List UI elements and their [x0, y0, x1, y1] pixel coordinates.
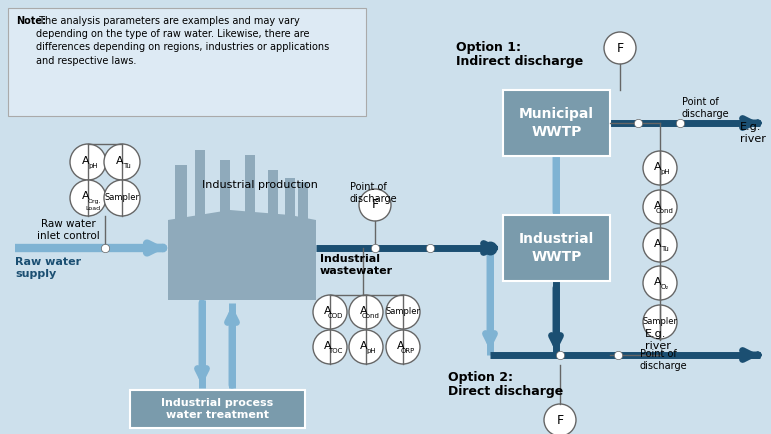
Circle shape — [313, 330, 347, 364]
Circle shape — [386, 295, 420, 329]
Text: pH: pH — [366, 348, 375, 354]
Text: Sampler: Sampler — [642, 318, 678, 326]
Text: A: A — [82, 191, 89, 201]
Text: F: F — [557, 414, 564, 427]
Polygon shape — [168, 210, 316, 222]
Bar — [268, 170, 278, 222]
Text: Load: Load — [86, 206, 100, 210]
Text: COD: COD — [328, 313, 342, 319]
Circle shape — [386, 330, 420, 364]
Text: Option 2:: Option 2: — [448, 372, 513, 385]
Text: Tu: Tu — [123, 163, 131, 169]
Text: F: F — [617, 42, 624, 55]
Text: pH: pH — [88, 163, 98, 169]
Text: A: A — [654, 239, 662, 249]
Circle shape — [349, 330, 383, 364]
Text: Point of
discharge: Point of discharge — [640, 349, 688, 371]
Circle shape — [544, 404, 576, 434]
Text: A: A — [360, 306, 368, 316]
Text: Org.: Org. — [87, 200, 101, 204]
Text: A: A — [360, 341, 368, 351]
Text: A: A — [324, 341, 332, 351]
Text: TOC: TOC — [328, 348, 342, 354]
Text: Cond: Cond — [656, 208, 674, 214]
Text: Point of
discharge: Point of discharge — [350, 182, 398, 204]
FancyBboxPatch shape — [503, 215, 610, 281]
Text: Industrial process
water treatment: Industrial process water treatment — [161, 398, 274, 420]
Circle shape — [70, 144, 106, 180]
Text: A: A — [82, 156, 89, 166]
Text: Tu: Tu — [661, 246, 669, 252]
Text: Industrial production: Industrial production — [202, 180, 318, 190]
Text: Industrial
WWTP: Industrial WWTP — [519, 232, 594, 263]
Circle shape — [643, 228, 677, 262]
Bar — [220, 160, 230, 222]
Text: Cond: Cond — [362, 313, 380, 319]
Circle shape — [313, 295, 347, 329]
Bar — [298, 182, 308, 222]
Bar — [285, 178, 295, 222]
Bar — [245, 155, 255, 222]
Text: Sampler: Sampler — [386, 308, 420, 316]
Circle shape — [643, 151, 677, 185]
Circle shape — [643, 305, 677, 339]
FancyBboxPatch shape — [503, 90, 610, 156]
Text: F: F — [372, 198, 379, 211]
Text: Direct discharge: Direct discharge — [448, 385, 564, 398]
Circle shape — [643, 266, 677, 300]
Circle shape — [643, 190, 677, 224]
Text: A: A — [654, 201, 662, 211]
Circle shape — [604, 32, 636, 64]
Text: A: A — [654, 162, 662, 172]
Circle shape — [104, 144, 140, 180]
Text: Industrial
wastewater: Industrial wastewater — [320, 254, 393, 276]
Text: Note:: Note: — [16, 16, 46, 26]
Circle shape — [349, 295, 383, 329]
Text: Indirect discharge: Indirect discharge — [456, 56, 583, 69]
Text: E.g.
river: E.g. river — [645, 329, 671, 351]
Text: Raw water
inlet control: Raw water inlet control — [37, 219, 99, 241]
Text: E.g.
river: E.g. river — [740, 122, 766, 144]
Text: A: A — [116, 156, 124, 166]
FancyBboxPatch shape — [8, 8, 366, 116]
Text: ORP: ORP — [401, 348, 415, 354]
Text: O₂: O₂ — [661, 284, 669, 290]
Text: Sampler: Sampler — [105, 194, 140, 203]
Text: A: A — [324, 306, 332, 316]
Bar — [168, 220, 316, 300]
Text: The analysis parameters are examples and may vary
depending on the type of raw w: The analysis parameters are examples and… — [36, 16, 329, 66]
Bar — [195, 150, 205, 222]
Bar — [175, 165, 187, 223]
Text: A: A — [654, 277, 662, 287]
Text: A: A — [397, 341, 405, 351]
Circle shape — [70, 180, 106, 216]
Text: Option 1:: Option 1: — [456, 42, 521, 55]
Text: Raw water
supply: Raw water supply — [15, 257, 81, 279]
FancyBboxPatch shape — [130, 390, 305, 428]
Text: Point of
discharge: Point of discharge — [682, 97, 729, 119]
Circle shape — [359, 189, 391, 221]
Text: Municipal
WWTP: Municipal WWTP — [519, 107, 594, 138]
Text: pH: pH — [660, 169, 670, 175]
Circle shape — [104, 180, 140, 216]
